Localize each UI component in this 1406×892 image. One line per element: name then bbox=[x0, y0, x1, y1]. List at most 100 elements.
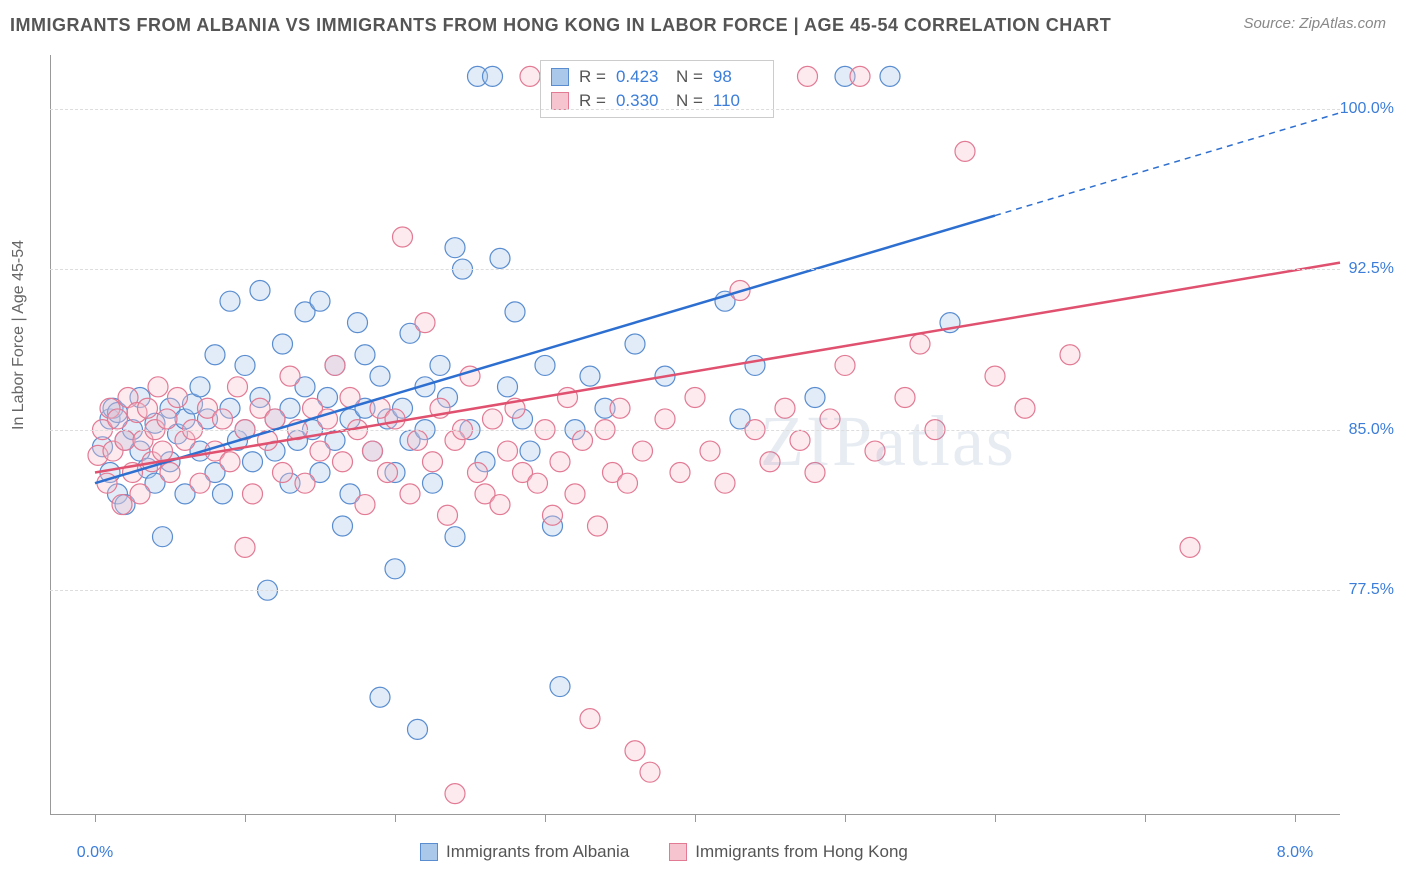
x-tick bbox=[695, 815, 696, 822]
data-point bbox=[850, 66, 870, 86]
x-tick bbox=[245, 815, 246, 822]
data-point bbox=[535, 355, 555, 375]
n-value-0: 98 bbox=[713, 67, 763, 87]
r-value-0: 0.423 bbox=[616, 67, 666, 87]
data-point bbox=[805, 388, 825, 408]
data-point bbox=[798, 66, 818, 86]
swatch-hongkong bbox=[551, 92, 569, 110]
data-point bbox=[445, 238, 465, 258]
data-point bbox=[250, 280, 270, 300]
data-point bbox=[565, 484, 585, 504]
data-point bbox=[148, 377, 168, 397]
data-point bbox=[520, 441, 540, 461]
legend-item-hongkong: Immigrants from Hong Kong bbox=[669, 842, 908, 862]
data-point bbox=[610, 398, 630, 418]
data-point bbox=[580, 709, 600, 729]
data-point bbox=[550, 452, 570, 472]
y-tick-label: 92.5% bbox=[1349, 260, 1394, 278]
data-point bbox=[408, 430, 428, 450]
legend-label: Immigrants from Hong Kong bbox=[695, 842, 908, 862]
data-point bbox=[498, 441, 518, 461]
data-point bbox=[498, 377, 518, 397]
data-point bbox=[655, 409, 675, 429]
data-point bbox=[910, 334, 930, 354]
data-point bbox=[108, 409, 128, 429]
data-point bbox=[153, 441, 173, 461]
data-point bbox=[835, 355, 855, 375]
legend-series: Immigrants from Albania Immigrants from … bbox=[420, 842, 908, 862]
data-point bbox=[1060, 345, 1080, 365]
data-point bbox=[220, 452, 240, 472]
data-point bbox=[573, 430, 593, 450]
chart-title: IMMIGRANTS FROM ALBANIA VS IMMIGRANTS FR… bbox=[10, 15, 1111, 36]
data-point bbox=[205, 345, 225, 365]
x-tick bbox=[545, 815, 546, 822]
x-tick bbox=[395, 815, 396, 822]
data-point bbox=[243, 484, 263, 504]
data-point bbox=[625, 334, 645, 354]
r-label: R = bbox=[579, 67, 606, 87]
data-point bbox=[640, 762, 660, 782]
data-point bbox=[588, 516, 608, 536]
data-point bbox=[97, 473, 117, 493]
gridline bbox=[50, 109, 1340, 110]
data-point bbox=[625, 741, 645, 761]
n-label: N = bbox=[676, 67, 703, 87]
data-point bbox=[415, 313, 435, 333]
gridline bbox=[50, 269, 1340, 270]
data-point bbox=[115, 430, 135, 450]
data-point bbox=[520, 66, 540, 86]
data-point bbox=[745, 355, 765, 375]
data-point bbox=[355, 345, 375, 365]
data-point bbox=[490, 248, 510, 268]
data-point bbox=[213, 409, 233, 429]
data-point bbox=[528, 473, 548, 493]
data-point bbox=[633, 441, 653, 461]
data-point bbox=[235, 355, 255, 375]
y-tick-label: 77.5% bbox=[1349, 581, 1394, 599]
data-point bbox=[348, 313, 368, 333]
data-point bbox=[445, 784, 465, 804]
data-point bbox=[438, 505, 458, 525]
data-point bbox=[700, 441, 720, 461]
data-point bbox=[685, 388, 705, 408]
data-point bbox=[190, 473, 210, 493]
data-point bbox=[355, 495, 375, 515]
data-point bbox=[370, 366, 390, 386]
data-point bbox=[490, 495, 510, 515]
data-point bbox=[310, 441, 330, 461]
data-point bbox=[505, 302, 525, 322]
data-point bbox=[580, 366, 600, 386]
x-tick bbox=[845, 815, 846, 822]
gridline bbox=[50, 590, 1340, 591]
x-tick-label: 8.0% bbox=[1277, 844, 1313, 862]
y-axis-label: In Labor Force | Age 45-54 bbox=[10, 240, 28, 430]
swatch-hongkong bbox=[669, 843, 687, 861]
data-point bbox=[865, 441, 885, 461]
data-point bbox=[820, 409, 840, 429]
data-point bbox=[775, 398, 795, 418]
data-point bbox=[168, 388, 188, 408]
data-point bbox=[310, 291, 330, 311]
data-point bbox=[880, 66, 900, 86]
data-point bbox=[370, 687, 390, 707]
data-point bbox=[190, 377, 210, 397]
data-point bbox=[333, 516, 353, 536]
data-point bbox=[112, 495, 132, 515]
data-point bbox=[430, 355, 450, 375]
data-point bbox=[423, 452, 443, 472]
data-point bbox=[895, 388, 915, 408]
data-point bbox=[483, 66, 503, 86]
data-point bbox=[130, 484, 150, 504]
data-point bbox=[235, 537, 255, 557]
data-point bbox=[760, 452, 780, 472]
data-point bbox=[385, 559, 405, 579]
data-point bbox=[1180, 537, 1200, 557]
data-point bbox=[543, 505, 563, 525]
data-point bbox=[280, 366, 300, 386]
data-point bbox=[265, 409, 285, 429]
data-point bbox=[138, 398, 158, 418]
y-tick-label: 100.0% bbox=[1340, 100, 1394, 118]
data-point bbox=[213, 484, 233, 504]
trend-line-extrapolated bbox=[995, 113, 1340, 216]
